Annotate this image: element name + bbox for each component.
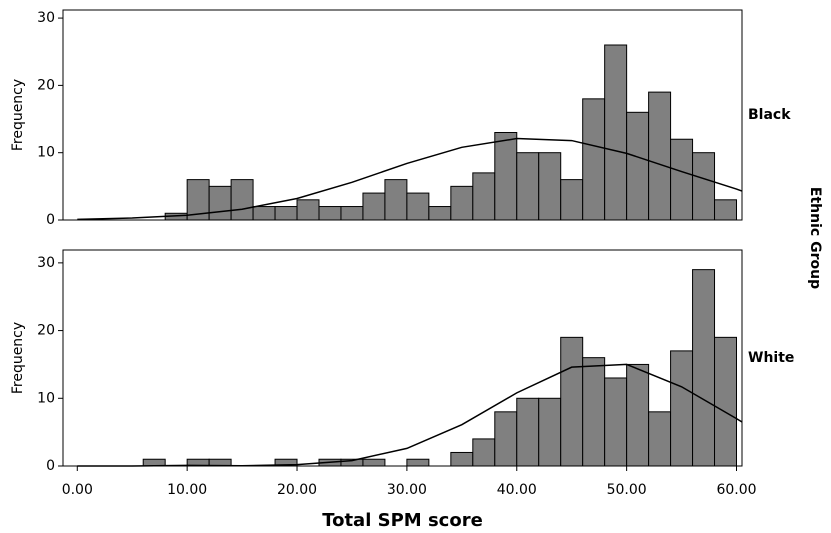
x-tick-label: 40.00 <box>497 482 537 498</box>
y-axis-label: Frequency <box>10 322 26 394</box>
bar <box>648 411 672 467</box>
bar <box>472 438 496 467</box>
bar <box>648 91 672 221</box>
bar <box>604 377 628 467</box>
bar <box>494 132 518 221</box>
bar <box>428 206 452 221</box>
x-tick-label: 0.00 <box>62 482 93 498</box>
facet-label: White <box>748 350 794 366</box>
normal-curve <box>77 363 743 467</box>
y-axis-label: Frequency <box>10 79 26 151</box>
plot-frame <box>62 249 743 467</box>
y-tick-label: 0 <box>46 212 55 228</box>
bar <box>560 336 584 467</box>
bar <box>582 357 606 467</box>
bar <box>384 179 408 221</box>
y-tick-label: 30 <box>37 10 55 26</box>
bar <box>450 451 474 467</box>
facet-title: Ethnic Group <box>807 187 823 289</box>
x-axis-label: Total SPM score <box>322 510 483 531</box>
bar <box>538 397 562 467</box>
facet-label: Black <box>748 107 791 123</box>
y-tick-label: 30 <box>37 255 55 271</box>
bar <box>494 411 518 467</box>
bar <box>516 397 540 467</box>
bar <box>626 363 650 467</box>
y-tick-label: 20 <box>37 77 55 93</box>
bar <box>626 111 650 221</box>
bar <box>406 192 430 221</box>
bar <box>560 179 584 221</box>
bar <box>340 206 364 221</box>
x-tick-label: 20.00 <box>277 482 317 498</box>
y-tick-label: 10 <box>37 145 55 161</box>
bar <box>692 269 716 467</box>
bar <box>714 199 738 221</box>
bar <box>362 458 386 467</box>
x-tick-label: 30.00 <box>387 482 427 498</box>
bar <box>714 336 738 467</box>
plot-frame <box>62 9 743 221</box>
x-tick-label: 50.00 <box>607 482 647 498</box>
bar <box>274 206 298 221</box>
bar <box>604 44 628 221</box>
bar <box>296 199 320 221</box>
bar <box>582 98 606 221</box>
bar <box>692 152 716 221</box>
bar <box>318 206 342 221</box>
x-tick-label: 10.00 <box>167 482 207 498</box>
bar <box>450 185 474 221</box>
bar <box>670 350 694 467</box>
bar <box>670 138 694 221</box>
x-tick-label: 60.00 <box>716 482 756 498</box>
bar <box>516 152 540 221</box>
y-tick-label: 0 <box>46 458 55 474</box>
bar <box>208 185 232 221</box>
y-tick-label: 10 <box>37 390 55 406</box>
bar <box>406 458 430 467</box>
bar <box>362 192 386 221</box>
bar <box>472 172 496 221</box>
bar <box>230 179 254 221</box>
y-tick-label: 20 <box>37 323 55 339</box>
bar <box>252 206 276 221</box>
normal-curve <box>77 137 743 221</box>
bar <box>538 152 562 221</box>
